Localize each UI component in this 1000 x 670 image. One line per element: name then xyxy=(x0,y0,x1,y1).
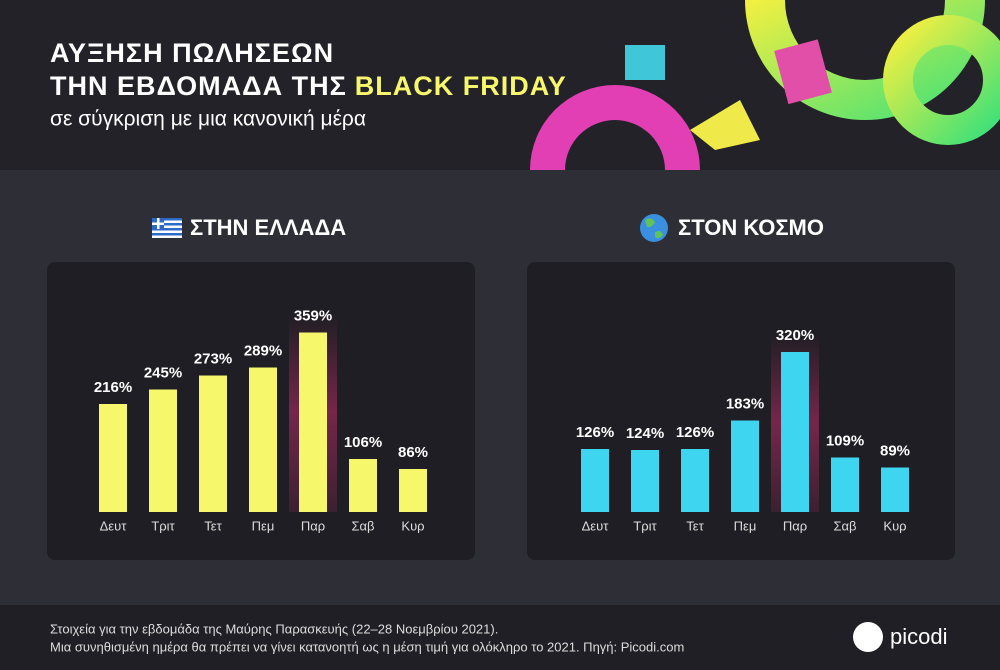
value-label: 183% xyxy=(726,395,764,412)
decor-bag xyxy=(774,39,832,105)
flag-greece xyxy=(152,218,182,238)
value-label: 289% xyxy=(244,342,282,359)
value-label: 320% xyxy=(776,327,814,344)
bar xyxy=(831,457,859,512)
x-tick-label: Παρ xyxy=(783,518,807,533)
value-label: 126% xyxy=(576,424,614,441)
brand-logo xyxy=(853,622,883,652)
x-tick-label: Κυρ xyxy=(883,518,906,533)
value-label: 126% xyxy=(676,424,714,441)
value-label: 86% xyxy=(398,444,428,461)
bar xyxy=(149,389,177,512)
bar xyxy=(249,367,277,512)
x-tick-label: Τετ xyxy=(686,518,704,533)
x-tick-label: Παρ xyxy=(301,518,325,533)
chart-title: ΣΤΟΝ ΚΟΣΜΟ xyxy=(678,215,824,240)
value-label: 216% xyxy=(94,379,132,396)
bar xyxy=(881,467,909,512)
bar xyxy=(99,404,127,512)
chart-title: ΣΤΗΝ ΕΛΛΑΔΑ xyxy=(190,215,346,240)
footer-note: Στοιχεία για την εβδομάδα της Μαύρης Παρ… xyxy=(50,621,498,636)
value-label: 245% xyxy=(144,364,182,381)
bar xyxy=(399,469,427,512)
decor-box xyxy=(625,45,665,80)
x-tick-label: Πεμ xyxy=(734,518,757,533)
bar xyxy=(349,459,377,512)
footer-note: Μια συνηθισμένη ημέρα θα πρέπει να γίνει… xyxy=(50,639,684,654)
x-tick-label: Κυρ xyxy=(401,518,424,533)
bar xyxy=(581,449,609,512)
value-label: 359% xyxy=(294,307,332,324)
value-label: 89% xyxy=(880,442,910,459)
x-tick-label: Τριτ xyxy=(151,518,175,533)
bar xyxy=(731,420,759,512)
x-tick-label: Πεμ xyxy=(252,518,275,533)
value-label: 109% xyxy=(826,432,864,449)
x-tick-label: Σαβ xyxy=(833,518,856,533)
bar xyxy=(199,375,227,512)
value-label: 106% xyxy=(344,434,382,451)
x-tick-label: Τριτ xyxy=(633,518,657,533)
title: ΑΥΞΗΣΗ ΠΩΛΗΣΕΩΝ xyxy=(50,38,334,68)
title-highlight: BLACK FRIDAY xyxy=(355,71,567,101)
x-tick-label: Δευτ xyxy=(100,518,128,533)
decor-figure xyxy=(690,100,760,150)
footer-bg xyxy=(0,605,1000,670)
globe-icon xyxy=(640,214,668,242)
brand: picodi xyxy=(890,624,947,649)
bar xyxy=(781,352,809,512)
title-text: ΤΗΝ ΕΒΔΟΜΑΔΑ ΤΗΣ xyxy=(50,71,347,101)
decor-ring xyxy=(883,15,1000,145)
value-label: 273% xyxy=(194,350,232,367)
x-tick-label: Σαβ xyxy=(351,518,374,533)
title: ΤΗΝ ΕΒΔΟΜΑΔΑ ΤΗΣ BLACK FRIDAY xyxy=(50,71,567,101)
decor-arc xyxy=(530,85,700,170)
x-tick-label: Δευτ xyxy=(582,518,610,533)
bar xyxy=(631,450,659,512)
subtitle: σε σύγκριση με μια κανονική μέρα xyxy=(50,108,366,131)
value-label: 124% xyxy=(626,425,664,442)
x-tick-label: Τετ xyxy=(204,518,222,533)
bar xyxy=(681,449,709,512)
bar xyxy=(299,332,327,512)
